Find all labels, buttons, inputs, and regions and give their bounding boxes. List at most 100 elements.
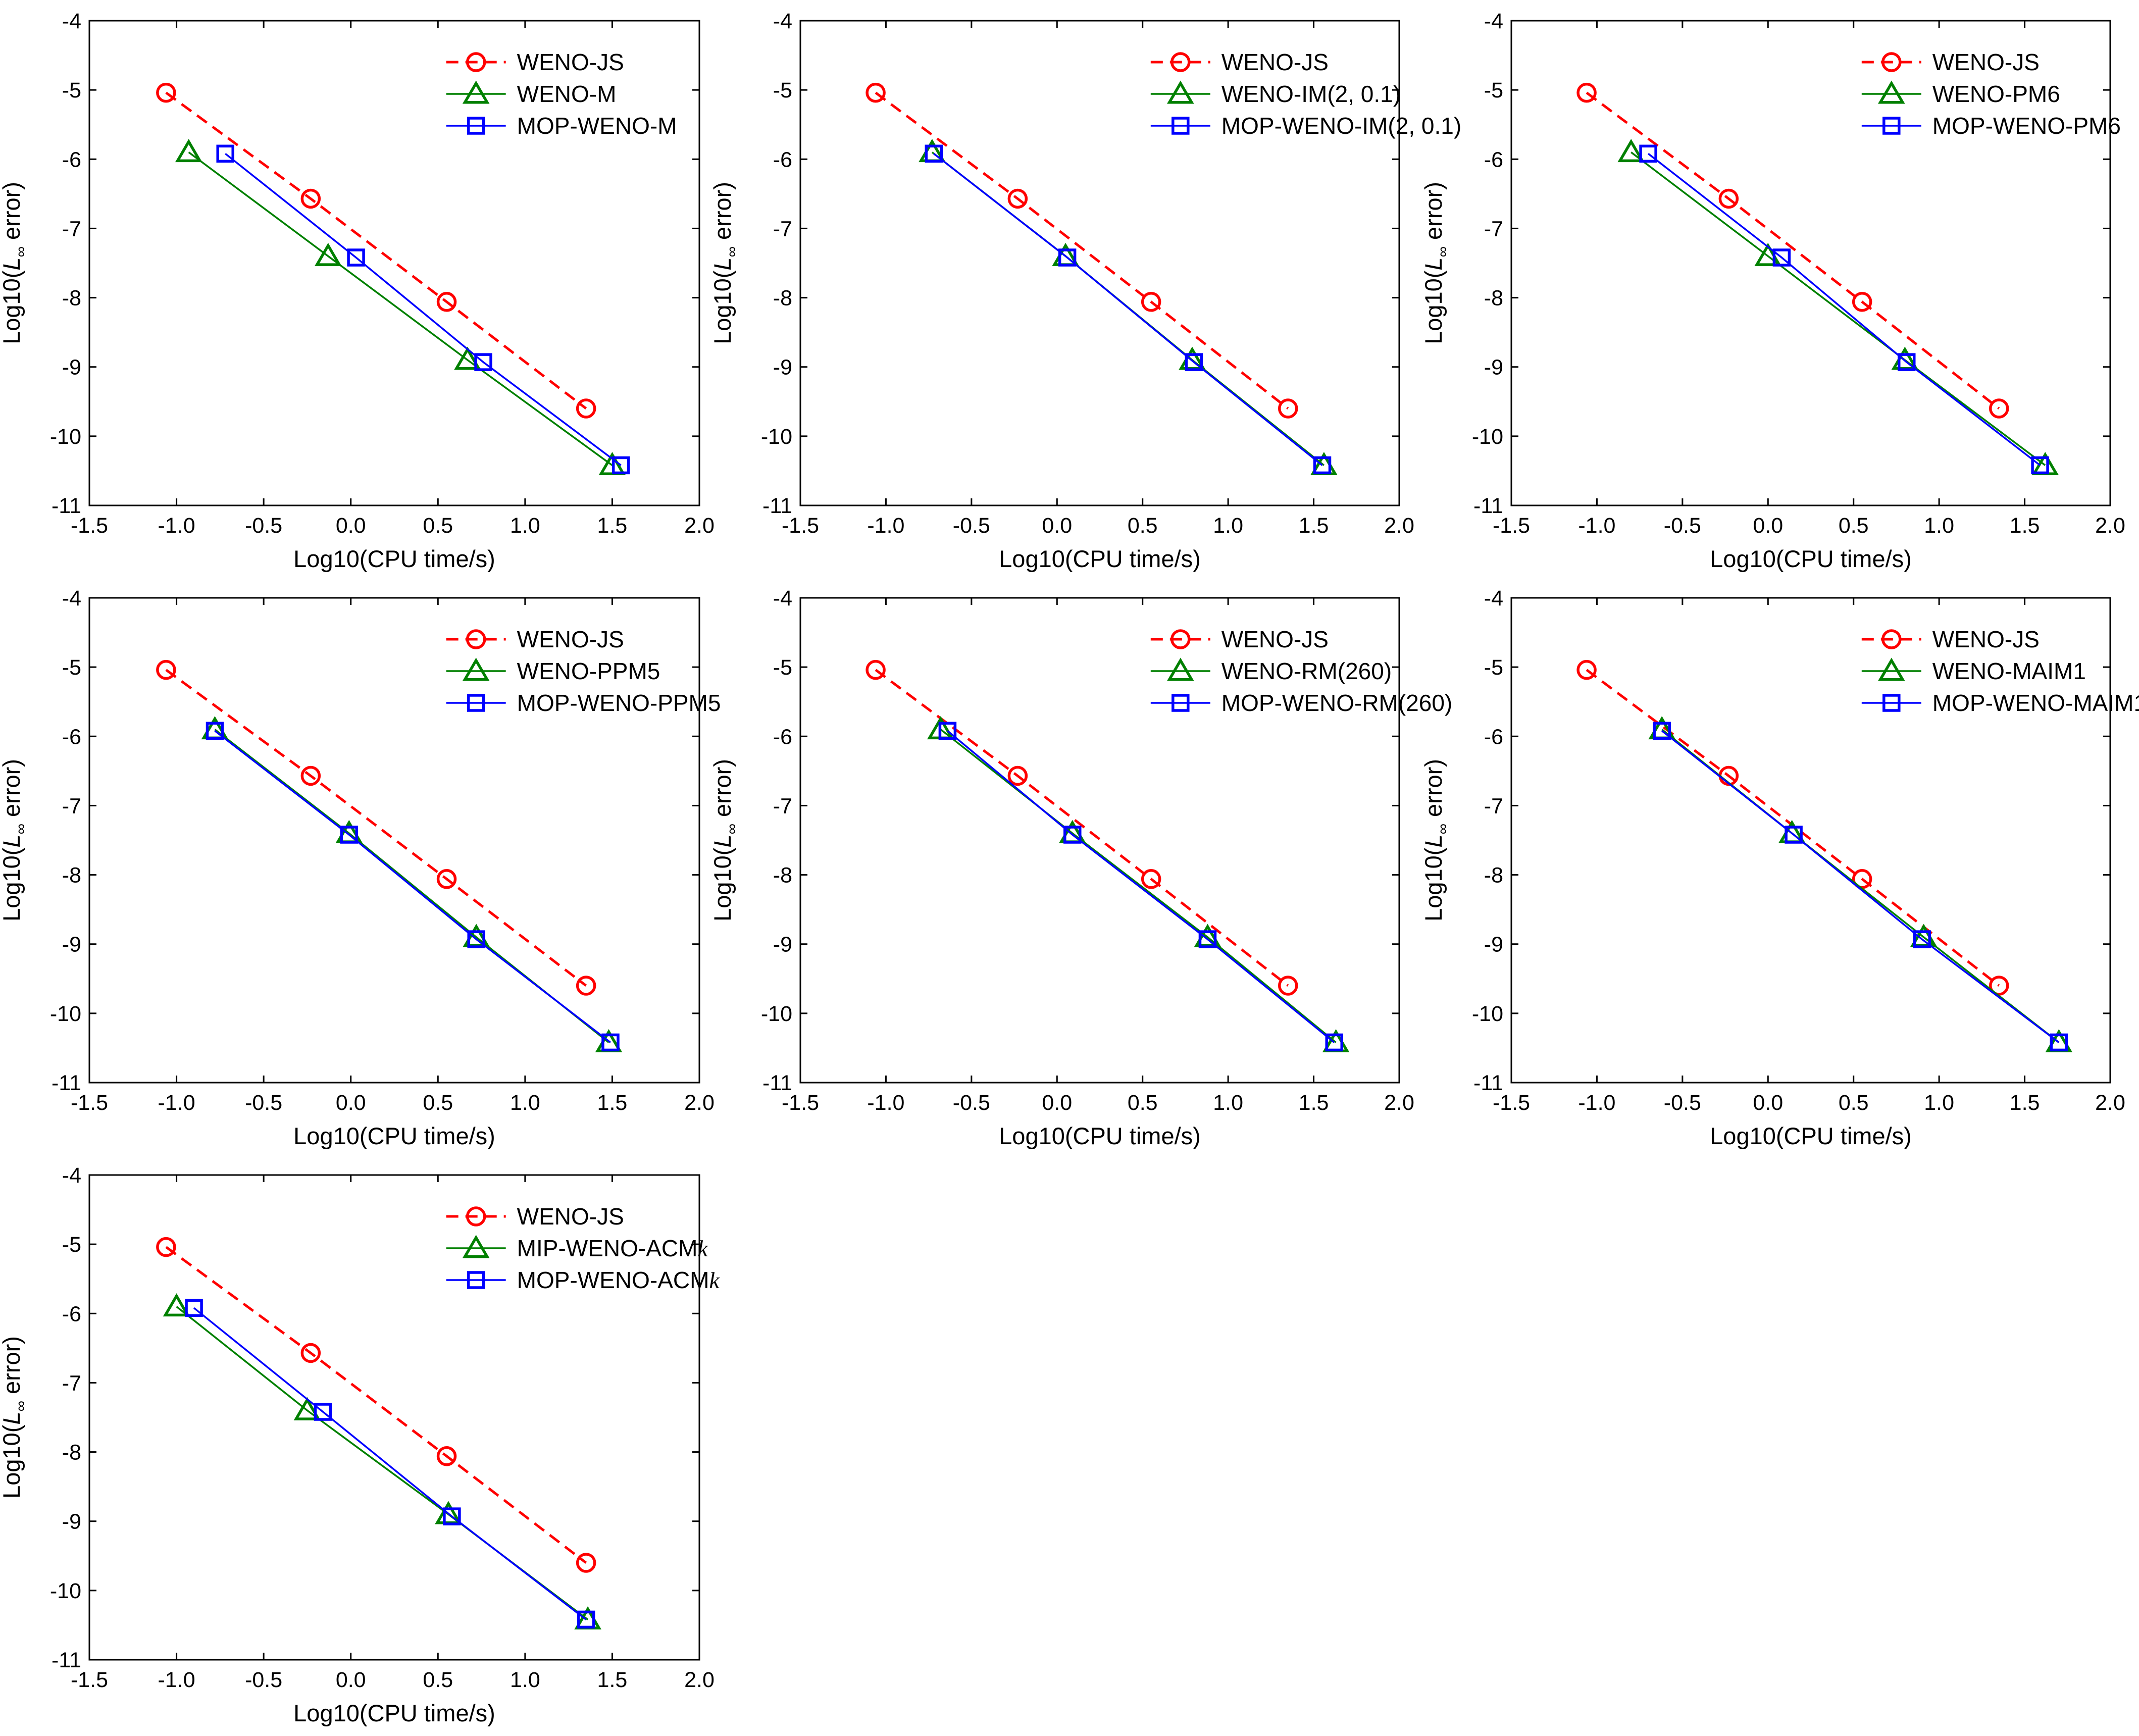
y-axis-label: Log10(L∞ error) (1420, 182, 1451, 344)
x-tick-label: 1.5 (2010, 1091, 2040, 1115)
y-tick-label: -5 (62, 78, 81, 103)
legend-marker (466, 52, 486, 72)
y-tick-label: -5 (773, 655, 792, 680)
series-line-mop-weno-maim1 (1661, 730, 2060, 1043)
data-point-mop-weno-acmk (443, 1507, 461, 1525)
legend-label: WENO-MAIM1 (1932, 658, 2086, 684)
y-axis-label: Log10(L∞ error) (709, 759, 740, 922)
x-tick-label: -0.5 (1664, 514, 1701, 538)
x-tick-label: -0.5 (1664, 1091, 1701, 1115)
y-tick-label: -9 (773, 933, 792, 957)
legend-marker (1882, 117, 1901, 135)
legend-label: MOP-WENO-M (517, 113, 677, 139)
y-tick-label: -11 (52, 1071, 81, 1095)
y-tick-label: -10 (1472, 1002, 1503, 1026)
x-tick-label: 1.0 (1924, 514, 1954, 538)
y-axis-label: Log10(L∞ error) (0, 759, 29, 922)
data-point-weno-js (1989, 976, 2009, 996)
x-tick-label: -0.5 (953, 514, 990, 538)
x-tick-label: -1.0 (1578, 1091, 1615, 1115)
legend-label: WENO-JS (1221, 626, 1329, 652)
x-tick-label: 0.5 (423, 1668, 453, 1692)
legend-marker (466, 1206, 486, 1227)
data-point-mop-weno-maim1 (1653, 722, 1671, 740)
plot-frame (1510, 20, 2111, 506)
x-axis-label: Log10(CPU time/s) (999, 545, 1201, 572)
data-point-mip-weno-acmk (293, 1397, 321, 1420)
x-tick-label: -1.0 (1578, 514, 1615, 538)
legend-marker (1166, 80, 1194, 104)
x-axis-label: Log10(CPU time/s) (1710, 1122, 1912, 1149)
x-tick-label: -1.5 (782, 514, 819, 538)
y-tick-label: -6 (1484, 725, 1503, 749)
y-axis-label: Log10(L∞ error) (0, 182, 29, 344)
x-tick-label: 1.5 (1299, 1091, 1329, 1115)
data-point-weno-js (576, 1553, 596, 1573)
data-point-weno-js (576, 976, 596, 996)
x-tick-label: 0.5 (423, 514, 453, 538)
data-point-weno-js (1141, 869, 1161, 889)
data-point-weno-js (156, 1237, 176, 1257)
y-tick-label: -9 (62, 355, 81, 380)
data-point-mop-weno-m (216, 144, 234, 163)
data-point-mop-weno-pm6 (1772, 248, 1791, 267)
x-tick-label: 1.5 (597, 514, 628, 538)
legend-label: WENO-JS (517, 1203, 624, 1230)
legend-marker (467, 117, 485, 135)
legend-label: MOP-WENO-ACMk (517, 1267, 721, 1293)
legend-label: WENO-PPM5 (517, 658, 660, 684)
data-point-weno-js (436, 292, 457, 312)
x-axis-label: Log10(CPU time/s) (1710, 545, 1912, 572)
plot-frame (88, 597, 700, 1084)
y-tick-label: -4 (773, 9, 792, 33)
legend-marker (1170, 52, 1191, 72)
legend-label: WENO-JS (1221, 49, 1329, 75)
data-point-mop-weno-im-2-0-1 (1058, 248, 1077, 267)
x-axis-label: Log10(CPU time/s) (293, 545, 495, 572)
x-tick-label: 0.5 (1839, 1091, 1869, 1115)
y-tick-label: -7 (773, 794, 792, 818)
y-tick-label: -4 (1484, 586, 1503, 610)
y-tick-label: -9 (62, 1510, 81, 1534)
x-tick-label: -1.5 (1493, 514, 1530, 538)
x-tick-label: 2.0 (684, 1668, 715, 1692)
x-tick-label: -1.5 (71, 1668, 108, 1692)
series-line-weno-js (875, 669, 1289, 987)
legend-marker (1882, 694, 1901, 712)
data-point-weno-js (300, 765, 321, 786)
data-point-weno-js (156, 659, 176, 680)
data-point-mop-weno-ppm5 (340, 826, 359, 844)
data-point-mop-weno-rm-260 (938, 722, 957, 740)
series-line-mop-weno-m (225, 152, 622, 466)
data-point-mop-weno-ppm5 (467, 930, 485, 948)
data-point-weno-js (1576, 82, 1597, 103)
y-axis-label: Log10(L∞ error) (709, 182, 740, 344)
data-point-mop-weno-pm6 (1639, 144, 1657, 163)
data-point-mop-weno-im-2-0-1 (1313, 456, 1332, 475)
y-tick-label: -9 (773, 355, 792, 380)
legend-label: MOP-WENO-RM(260) (1221, 690, 1452, 716)
x-axis-label: Log10(CPU time/s) (293, 1700, 495, 1726)
plot-frame (799, 20, 1400, 506)
data-point-mip-weno-acmk (163, 1293, 190, 1317)
panel-2: -1.5 -1.0 -0.5 0.0 0.5 1.0 1.5 2.0 -4 -5 -6 -7 -8 -9 -… (709, 9, 1461, 572)
x-tick-label: -1.5 (71, 1091, 108, 1115)
legend-label: MOP-WENO-PM6 (1932, 113, 2121, 139)
data-point-weno-m (315, 242, 342, 266)
series-line-weno-m (188, 151, 613, 466)
x-tick-label: -1.5 (1493, 1091, 1530, 1115)
legend-marker (466, 629, 486, 649)
x-tick-label: 2.0 (1384, 1091, 1414, 1115)
y-tick-label: -7 (1484, 794, 1503, 818)
data-point-weno-js (865, 659, 886, 680)
legend-label: WENO-M (517, 81, 617, 107)
y-tick-label: -9 (1484, 933, 1503, 957)
x-tick-label: 1.5 (1299, 514, 1329, 538)
data-point-weno-js (1989, 398, 2009, 419)
y-tick-label: -5 (62, 1233, 81, 1257)
x-axis-label: Log10(CPU time/s) (999, 1122, 1201, 1149)
legend-label: WENO-RM(260) (1221, 658, 1392, 684)
y-tick-label: -10 (761, 1002, 792, 1026)
x-tick-label: 0.0 (1753, 514, 1783, 538)
